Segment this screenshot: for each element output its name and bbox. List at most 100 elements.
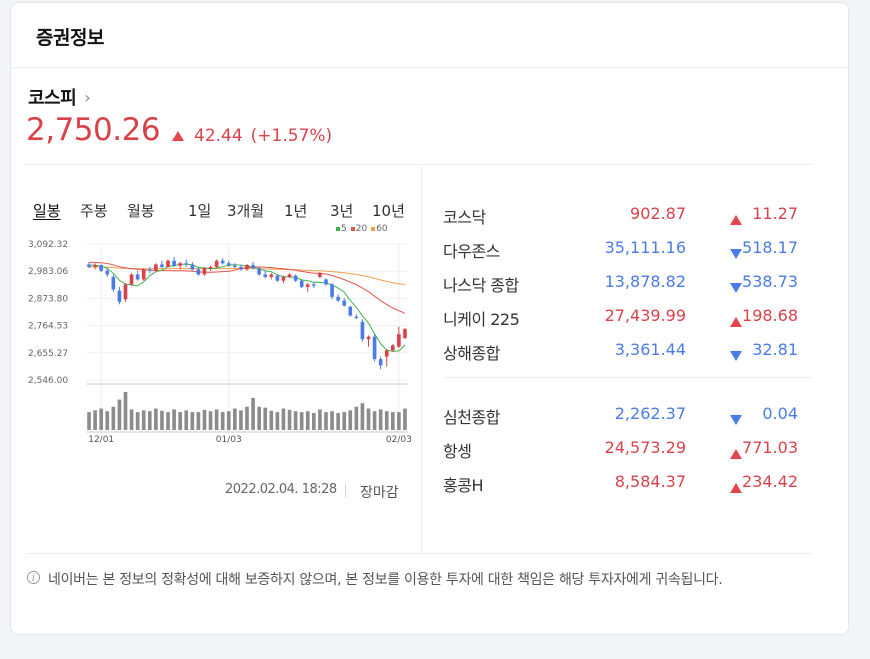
legend-item: 20 — [350, 224, 368, 234]
tab-1year[interactable]: 1년 — [284, 202, 308, 220]
volume-bar — [166, 412, 170, 430]
candle — [305, 284, 310, 287]
down-arrow-icon — [730, 249, 742, 259]
volume-bar — [251, 397, 255, 430]
index-name[interactable]: 심천종합 — [443, 408, 500, 427]
volume-bar — [129, 409, 134, 430]
candle — [214, 260, 219, 267]
candle — [287, 274, 292, 277]
candle — [293, 275, 298, 281]
candle — [141, 269, 146, 280]
card-header: 증권정보 — [11, 3, 848, 68]
tab-3month[interactable]: 3개월 — [227, 202, 265, 220]
candle — [245, 264, 249, 270]
volume-bar — [372, 411, 377, 430]
volume-bar — [275, 412, 280, 430]
chevron-right-icon: › — [84, 87, 91, 107]
volume-bar — [348, 410, 353, 430]
candle — [172, 260, 176, 266]
index-row[interactable]: 코스닥 902.87 11.27 — [443, 204, 798, 228]
tab-monthly[interactable]: 월봉 — [127, 202, 155, 220]
volume-bar — [160, 410, 164, 430]
volume-bar — [178, 412, 182, 430]
index-name[interactable]: 홍콩H — [443, 476, 483, 495]
candle — [318, 273, 322, 277]
legend-label: 20 — [355, 224, 368, 234]
index-change: 11.27 — [752, 204, 798, 223]
index-row[interactable]: 니케이 225 27,439.99 198.68 — [443, 306, 798, 330]
tab-3year[interactable]: 3년 — [330, 202, 354, 220]
y-tick-label: 2,983.06 — [28, 267, 68, 277]
candle — [281, 276, 286, 281]
index-name[interactable]: 항셍 — [443, 442, 472, 461]
candle — [226, 263, 231, 266]
index-price: 13,878.82 — [604, 272, 686, 291]
volume-bar — [287, 409, 292, 430]
y-tick-label: 2,873.80 — [28, 294, 68, 304]
volume-bar — [117, 399, 122, 430]
index-row[interactable]: 다우존스 35,111.16 518.17 — [443, 238, 798, 262]
up-arrow-icon — [730, 317, 742, 327]
tab-1day[interactable]: 1일 — [188, 202, 212, 220]
index-change: 518.17 — [742, 238, 798, 257]
index-price: 27,439.99 — [604, 306, 686, 325]
volume-bar — [390, 412, 395, 430]
candle — [154, 264, 158, 271]
kospi-change-value: 42.44 — [194, 126, 243, 146]
tab-10year[interactable]: 10년 — [372, 202, 405, 220]
candle — [190, 264, 195, 270]
volume-bar — [184, 410, 189, 430]
kospi-change-pct: (+1.57%) — [250, 126, 333, 146]
legend-swatch — [371, 226, 376, 231]
candle — [330, 284, 334, 297]
index-row[interactable]: 상해종합 3,361.44 32.81 — [443, 340, 798, 364]
index-price: 3,361.44 — [614, 340, 686, 359]
volume-bar — [208, 411, 213, 430]
index-change: 198.68 — [742, 306, 798, 325]
volume-bar — [397, 412, 401, 430]
index-name[interactable]: 니케이 225 — [443, 310, 520, 329]
index-price: 35,111.16 — [604, 238, 686, 257]
kospi-link[interactable]: 코스피 › — [28, 84, 91, 110]
volume-bar — [257, 406, 261, 430]
candle — [275, 275, 280, 281]
candle — [324, 279, 328, 285]
index-price: 902.87 — [630, 204, 686, 223]
index-price: 24,573.29 — [604, 438, 686, 457]
volume-bar — [105, 411, 110, 430]
kospi-value: 2,750.26 — [26, 112, 161, 148]
volume-bar — [360, 403, 365, 430]
index-name[interactable]: 다우존스 — [443, 242, 500, 261]
candle — [220, 260, 225, 264]
volume-bar — [123, 392, 128, 430]
candle — [403, 329, 407, 338]
index-change: 234.42 — [742, 472, 798, 491]
candle — [99, 264, 104, 271]
card-title: 증권정보 — [36, 27, 104, 49]
kospi-name: 코스피 — [28, 88, 77, 109]
tab-daily[interactable]: 일봉 — [33, 202, 61, 220]
volume-bar — [384, 411, 389, 430]
volume-bar — [214, 409, 219, 430]
divider — [26, 553, 813, 554]
x-tick-label: 12/01 — [88, 435, 114, 445]
volume-bar — [330, 411, 334, 430]
candle — [233, 265, 237, 267]
index-row[interactable]: 항셍 24,573.29 771.03 — [443, 438, 798, 462]
index-name[interactable]: 상해종합 — [443, 344, 500, 363]
tab-weekly[interactable]: 주봉 — [80, 202, 108, 220]
index-row[interactable]: 심천종합 2,262.37 0.04 — [443, 404, 798, 428]
volume-bar — [281, 408, 286, 430]
index-row[interactable]: 홍콩H 8,584.37 234.42 — [443, 472, 798, 496]
legend-item: 60 — [371, 224, 388, 234]
candle — [269, 274, 274, 277]
index-row[interactable]: 나스닥 종합 13,878.82 538.73 — [443, 272, 798, 296]
index-price: 8,584.37 — [614, 472, 686, 491]
candle — [263, 274, 268, 277]
index-name[interactable]: 나스닥 종합 — [443, 276, 519, 295]
index-name[interactable]: 코스닥 — [443, 208, 486, 227]
kospi-candlestick-chart[interactable]: 3,092.32 2,983.06 2,873.80 2,764.53 2,655.27… — [26, 234, 416, 446]
volume-bar — [202, 409, 207, 430]
candle — [299, 280, 304, 287]
volume-bar — [336, 413, 340, 430]
